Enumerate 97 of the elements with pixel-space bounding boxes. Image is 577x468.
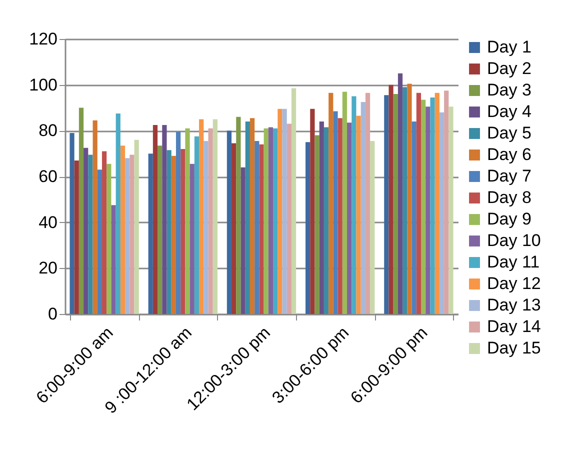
bar: [342, 92, 348, 314]
bar: [291, 88, 296, 314]
bar: [254, 140, 260, 314]
bar: [74, 160, 79, 314]
bar: [448, 106, 454, 314]
bar: [333, 111, 338, 314]
legend-label: Day 3: [487, 80, 532, 100]
bar: [278, 108, 282, 314]
bar: [426, 106, 430, 314]
bar: [250, 118, 255, 314]
y-tick-label: 0: [48, 304, 58, 324]
bar: [421, 100, 426, 314]
bar: [360, 102, 366, 314]
bar: [310, 108, 315, 314]
bar: [264, 128, 268, 314]
bar: [208, 128, 213, 314]
legend-label: Day 12: [487, 274, 541, 293]
bar: [370, 140, 375, 314]
bar: [158, 146, 162, 314]
legend-label: Day 5: [487, 124, 532, 142]
bar: [106, 164, 112, 314]
bar: [97, 170, 102, 314]
bar: [116, 113, 120, 314]
bar: [88, 154, 93, 314]
bar: [338, 118, 342, 314]
legend-label: Day 13: [487, 296, 541, 314]
legend-label: Day 1: [487, 38, 532, 56]
legend-label: Day 14: [487, 317, 541, 336]
y-tick-label: 40: [38, 212, 58, 232]
bar: [365, 92, 370, 314]
bar: [286, 124, 292, 314]
bar: [199, 119, 204, 314]
bar: [102, 151, 107, 314]
bar: [259, 144, 264, 314]
bar: [384, 95, 389, 314]
bar: [152, 124, 158, 314]
bar: [232, 143, 236, 314]
bar: [70, 132, 74, 314]
bar: [434, 92, 440, 314]
y-tick-label: 20: [38, 258, 58, 278]
bar: [194, 136, 200, 314]
bar: [439, 112, 444, 314]
bar: [356, 116, 361, 314]
bar: [273, 128, 278, 314]
bar: [190, 164, 194, 314]
bar: [84, 148, 88, 314]
legend-label: Day 11: [487, 252, 540, 272]
bar: [282, 108, 287, 314]
bar: [328, 92, 334, 314]
bar: [125, 158, 130, 314]
bar: [314, 135, 320, 314]
bar: [78, 108, 84, 314]
legend-label: Day 15: [487, 338, 541, 358]
bar: [212, 119, 218, 314]
bar: [306, 142, 310, 314]
y-tick-label: 120: [29, 30, 58, 48]
legend-label: Day 10: [487, 231, 541, 250]
bar: [430, 97, 435, 314]
legend-label: Day 2: [487, 59, 532, 78]
bar: [240, 167, 246, 314]
bar: [204, 140, 208, 314]
y-tick-label: 100: [29, 75, 58, 94]
bar: [398, 73, 403, 314]
bar: [162, 124, 167, 314]
bar: [319, 122, 324, 314]
bar: [171, 156, 176, 314]
legend-label: Day 8: [487, 188, 532, 207]
legend-label: Day 4: [487, 102, 532, 121]
bar: [185, 128, 190, 314]
bar: [245, 122, 250, 314]
legend-label: Day 9: [487, 210, 532, 228]
bar: [324, 127, 329, 314]
legend-label: Day 6: [487, 145, 532, 164]
bar: [130, 154, 134, 314]
bar: [148, 154, 153, 314]
bar: [444, 90, 449, 314]
bar: [268, 127, 274, 314]
bar: [134, 140, 139, 314]
bar: [352, 96, 356, 314]
bar: [407, 84, 412, 314]
bar: [180, 149, 186, 314]
bar: [402, 87, 408, 314]
bar: [176, 132, 181, 314]
bar: [347, 122, 352, 314]
bar: [92, 120, 98, 314]
bar: [120, 146, 126, 314]
bar: [111, 205, 116, 314]
bar: [416, 92, 422, 314]
legend-label: Day 7: [487, 166, 532, 186]
y-tick-label: 60: [38, 167, 58, 186]
bar: [393, 94, 398, 314]
y-tick-label: 80: [38, 121, 58, 140]
bar: [166, 150, 172, 314]
bar: [236, 116, 241, 314]
bar: [412, 122, 416, 314]
bar: [388, 84, 394, 314]
bar: [226, 130, 232, 314]
